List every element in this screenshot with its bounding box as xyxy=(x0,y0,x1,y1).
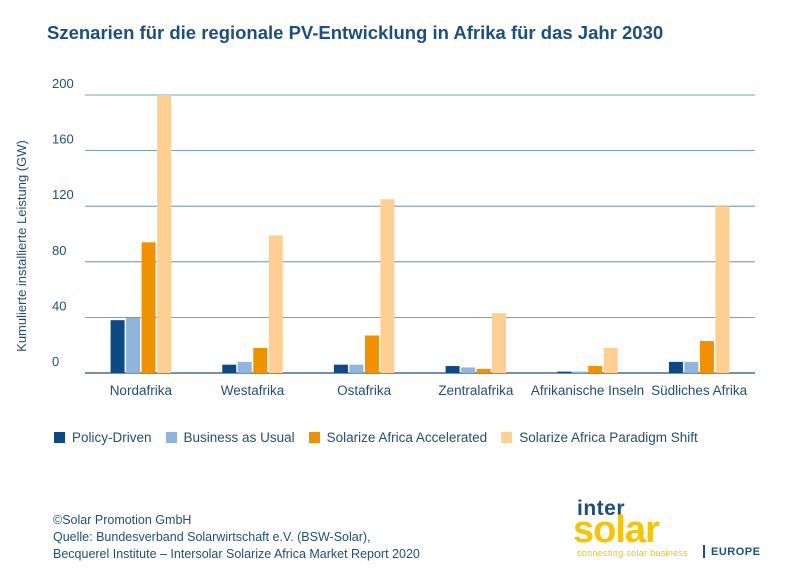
y-tick-label: 200 xyxy=(52,76,74,91)
bar xyxy=(476,368,491,373)
logo-inter-text: inter xyxy=(577,497,626,520)
bar xyxy=(157,95,172,373)
bar xyxy=(492,313,507,373)
chart-title: Szenarien für die regionale PV-Entwicklu… xyxy=(47,22,664,43)
bar xyxy=(572,371,587,373)
x-tick-label: Südliches Afrika xyxy=(651,383,748,398)
intersolar-logo: inter solar connecting solar business EU… xyxy=(572,497,772,567)
legend-swatch xyxy=(54,432,65,443)
copyright-line: ©Solar Promotion GmbH xyxy=(53,513,192,527)
bar xyxy=(699,341,714,373)
y-tick-label: 40 xyxy=(52,298,66,313)
bar xyxy=(715,206,730,373)
legend-item: Policy-Driven xyxy=(54,430,152,445)
legend-item: Solarize Africa Accelerated xyxy=(308,430,488,445)
bar xyxy=(222,364,237,373)
bars xyxy=(110,95,730,373)
bar xyxy=(668,361,683,373)
x-tick-label: Nordafrika xyxy=(110,383,173,398)
x-tick-label: Westafrika xyxy=(221,383,285,398)
report-line: Becquerel Institute – Intersolar Solariz… xyxy=(53,547,420,561)
legend-item: Solarize Africa Paradigm Shift xyxy=(501,430,698,445)
bar xyxy=(141,242,156,373)
y-tick-labels: 0 40 80 120 160 200 xyxy=(52,76,74,369)
x-tick-labels: Nordafrika Westafrika Ostafrika Zentralafri… xyxy=(110,383,748,398)
logo-europe-text: EUROPE xyxy=(711,546,761,558)
legend-swatch xyxy=(308,432,320,443)
x-tick-label: Ostafrika xyxy=(337,383,392,398)
bar-chart: 0 40 80 120 160 200 Nordafrika Westafrika Ostaf… xyxy=(14,76,755,398)
legend-swatch xyxy=(165,432,177,443)
legend-label: Policy-Driven xyxy=(72,430,152,445)
y-tick-label: 120 xyxy=(52,187,74,202)
bar xyxy=(349,364,364,373)
bar xyxy=(445,366,460,373)
logo-tagline: connecting solar business xyxy=(577,548,689,558)
logo-solar-text: solar xyxy=(573,509,660,551)
bar xyxy=(603,347,618,373)
legend-label: Business as Usual xyxy=(183,430,295,445)
logo-separator xyxy=(703,545,705,558)
y-tick-label: 160 xyxy=(52,132,74,147)
legend-label: Solarize Africa Paradigm Shift xyxy=(519,430,698,445)
bar xyxy=(253,347,268,373)
y-tick-label: 80 xyxy=(52,243,66,258)
legend: Policy-Driven Business as Usual Solarize A… xyxy=(54,430,712,445)
bar xyxy=(126,317,141,373)
legend-label: Solarize Africa Accelerated xyxy=(326,430,488,445)
bar xyxy=(364,335,379,373)
bar xyxy=(268,235,283,373)
bar xyxy=(461,367,476,373)
legend-item: Business as Usual xyxy=(165,430,295,445)
bar xyxy=(333,364,348,373)
bar xyxy=(237,361,252,373)
source-line: Quelle: Bundesverband Solarwirtschaft e.… xyxy=(53,530,371,544)
bar xyxy=(588,366,603,373)
legend-swatch xyxy=(501,432,513,443)
grid-lines xyxy=(85,94,755,374)
x-tick-label: Afrikanische Inseln xyxy=(531,383,644,398)
y-tick-label: 0 xyxy=(52,354,59,369)
credits: ©Solar Promotion GmbH Quelle: Bundesverb… xyxy=(53,512,420,563)
bar xyxy=(557,371,572,373)
bar xyxy=(684,361,699,373)
bar xyxy=(110,320,125,373)
x-tick-label: Zentralafrika xyxy=(438,383,514,398)
bar xyxy=(380,199,395,373)
y-axis-label: Kumulierte installierte Leistung (GW) xyxy=(14,140,29,352)
